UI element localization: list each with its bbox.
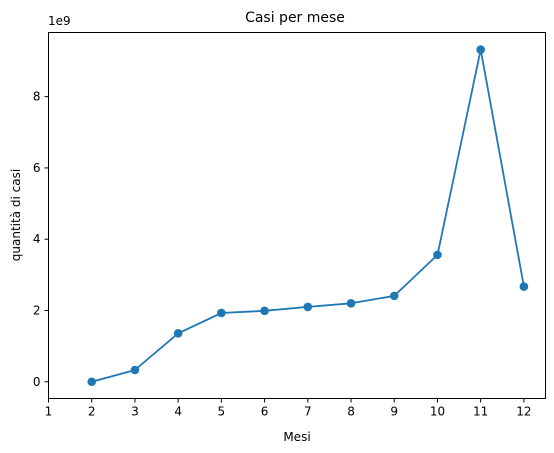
data-point: [519, 282, 529, 291]
x-tick-label: 4: [174, 405, 182, 419]
data-point: [346, 299, 356, 308]
y-tick-label: 0: [33, 375, 41, 389]
data-point: [173, 328, 183, 338]
x-tick-label: 12: [516, 405, 531, 419]
chart-title: Casi per mese: [245, 10, 345, 26]
data-point: [87, 377, 97, 387]
x-tick-label: 3: [131, 405, 139, 419]
data-point: [389, 291, 399, 301]
x-tick-label: 2: [88, 405, 96, 419]
y-tick-label: 4: [33, 232, 41, 246]
x-tick-label: 10: [430, 405, 445, 419]
x-tick-label: 9: [390, 405, 398, 419]
y-tick-label: 2: [33, 303, 41, 317]
x-axis-label: Mesi: [283, 430, 310, 444]
x-tick-label: 5: [218, 405, 226, 419]
data-point: [217, 308, 226, 318]
x-tick-label: 1: [45, 405, 53, 419]
y-tick-label: 6: [33, 161, 41, 175]
y-tick-label: 8: [33, 90, 41, 104]
data-point: [433, 250, 442, 260]
x-tick-label: 8: [347, 405, 355, 419]
y-axis-label: quantità di casi: [9, 169, 23, 261]
data-point: [130, 365, 140, 375]
axes-frame: [48, 32, 546, 399]
data-point: [476, 45, 485, 54]
x-tick-label: 11: [473, 405, 488, 419]
data-point: [303, 302, 313, 312]
series-line: [91, 48, 525, 383]
y-offset-text: 1e9: [48, 14, 71, 28]
data-point: [260, 306, 269, 316]
x-tick-label: 7: [304, 405, 312, 419]
x-tick-label: 6: [261, 405, 269, 419]
